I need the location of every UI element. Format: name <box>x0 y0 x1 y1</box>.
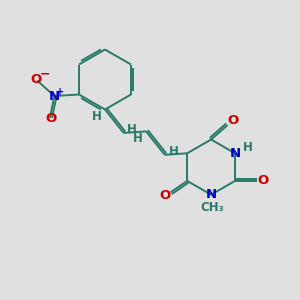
Text: H: H <box>92 110 101 123</box>
Text: H: H <box>133 131 142 145</box>
Text: O: O <box>45 112 56 125</box>
Text: O: O <box>257 174 268 188</box>
Text: H: H <box>127 123 137 136</box>
Text: CH₃: CH₃ <box>201 201 224 214</box>
Text: N: N <box>230 147 241 160</box>
Text: H: H <box>169 145 178 158</box>
Text: O: O <box>227 114 239 127</box>
Text: O: O <box>159 189 170 202</box>
Text: N: N <box>49 89 60 103</box>
Text: N: N <box>206 188 217 201</box>
Text: H: H <box>243 141 253 154</box>
Text: −: − <box>39 67 50 80</box>
Text: +: + <box>56 87 64 98</box>
Text: O: O <box>31 73 42 86</box>
